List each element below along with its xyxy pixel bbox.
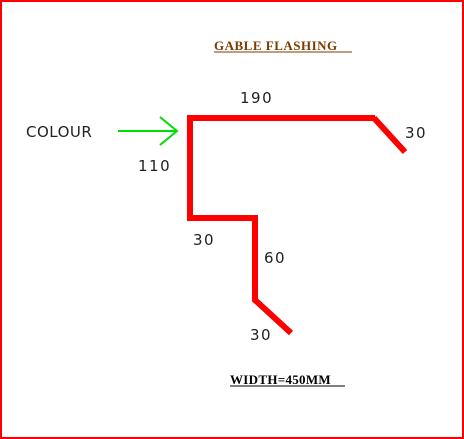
dimension-lower-vertical: 60 bbox=[264, 249, 286, 267]
colour-label: COLOUR bbox=[26, 123, 92, 141]
dimension-step: 30 bbox=[193, 231, 215, 249]
right-drip-edge bbox=[371, 115, 408, 155]
dimension-bottom-drip: 30 bbox=[250, 326, 272, 344]
width-note: WIDTH=450MM bbox=[230, 372, 331, 387]
flashing-profile bbox=[187, 115, 375, 336]
colour-arrow-icon bbox=[118, 116, 179, 146]
dimension-left-vertical: 110 bbox=[138, 157, 171, 175]
dimension-right-drip: 30 bbox=[405, 124, 427, 142]
diagram-title: GABLE FLASHING bbox=[214, 38, 338, 53]
dimension-top: 190 bbox=[240, 89, 273, 107]
